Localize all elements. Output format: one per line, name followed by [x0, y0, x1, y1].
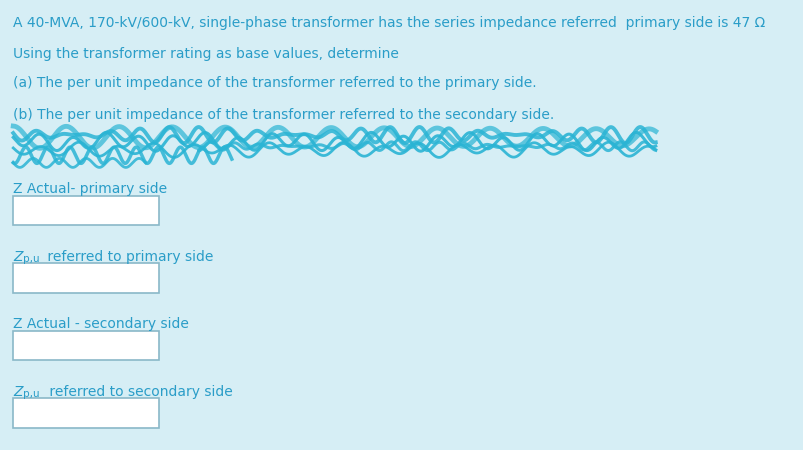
FancyBboxPatch shape: [13, 398, 159, 428]
Text: p,u: p,u: [23, 389, 40, 399]
Text: A 40-MVA, 170-kV/600-kV, single-phase transformer has the series impedance refer: A 40-MVA, 170-kV/600-kV, single-phase tr…: [13, 16, 764, 30]
Text: referred to secondary side: referred to secondary side: [45, 385, 233, 399]
Text: referred to primary side: referred to primary side: [43, 250, 213, 264]
Text: p,u: p,u: [23, 254, 40, 264]
Text: Z: Z: [13, 250, 22, 264]
Text: Z: Z: [13, 385, 22, 399]
Text: Z Actual - secondary side: Z Actual - secondary side: [13, 317, 189, 331]
Text: (b) The per unit impedance of the transformer referred to the secondary side.: (b) The per unit impedance of the transf…: [13, 108, 554, 122]
Text: Z Actual- primary side: Z Actual- primary side: [13, 182, 167, 196]
Text: Using the transformer rating as base values, determine: Using the transformer rating as base val…: [13, 47, 398, 61]
Text: (a) The per unit impedance of the transformer referred to the primary side.: (a) The per unit impedance of the transf…: [13, 76, 536, 90]
FancyBboxPatch shape: [13, 196, 159, 225]
FancyBboxPatch shape: [13, 331, 159, 360]
FancyBboxPatch shape: [13, 263, 159, 292]
